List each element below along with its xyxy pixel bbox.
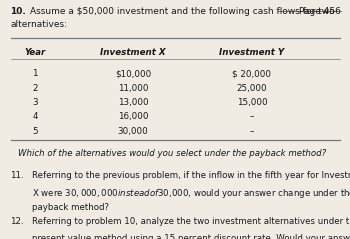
Text: Year: Year — [24, 48, 46, 57]
Text: 30,000: 30,000 — [118, 127, 148, 136]
Text: 12.: 12. — [10, 217, 24, 227]
Text: alternatives:: alternatives: — [10, 20, 68, 29]
Text: 25,000: 25,000 — [237, 84, 267, 93]
Text: 16,000: 16,000 — [118, 112, 148, 121]
Text: 3: 3 — [32, 98, 38, 107]
Text: 11.: 11. — [10, 171, 24, 180]
Text: 10.: 10. — [10, 7, 26, 16]
Text: present value method using a 15 percent discount rate. Would your answer: present value method using a 15 percent … — [32, 234, 350, 239]
Text: payback method?: payback method? — [32, 203, 108, 212]
Text: Which of the alternatives would you select under the payback method?: Which of the alternatives would you sele… — [18, 149, 326, 158]
Text: 4: 4 — [32, 112, 38, 121]
Text: 11,000: 11,000 — [118, 84, 148, 93]
Text: Investment Y: Investment Y — [219, 48, 285, 57]
Text: Page 456: Page 456 — [299, 7, 341, 16]
Text: $ 20,000: $ 20,000 — [232, 69, 272, 78]
Text: 5: 5 — [32, 127, 38, 136]
Text: Referring to the previous problem, if the inflow in the fifth year for Investmen: Referring to the previous problem, if th… — [32, 171, 350, 180]
Text: 1: 1 — [32, 69, 38, 78]
Text: Referring to problem 10, analyze the two investment alternatives under the net: Referring to problem 10, analyze the two… — [32, 217, 350, 227]
Text: Assume a $50,000 investment and the following cash flows for two: Assume a $50,000 investment and the foll… — [30, 7, 334, 16]
Text: 15,000: 15,000 — [237, 98, 267, 107]
Text: –: – — [250, 127, 254, 136]
Text: –: – — [250, 112, 254, 121]
Text: $10,000: $10,000 — [115, 69, 151, 78]
Text: X were $30,000,000 instead of $30,000, would your answer change under the: X were $30,000,000 instead of $30,000, w… — [32, 187, 350, 200]
Text: 13,000: 13,000 — [118, 98, 148, 107]
Text: Investment X: Investment X — [100, 48, 166, 57]
Text: 2: 2 — [32, 84, 38, 93]
